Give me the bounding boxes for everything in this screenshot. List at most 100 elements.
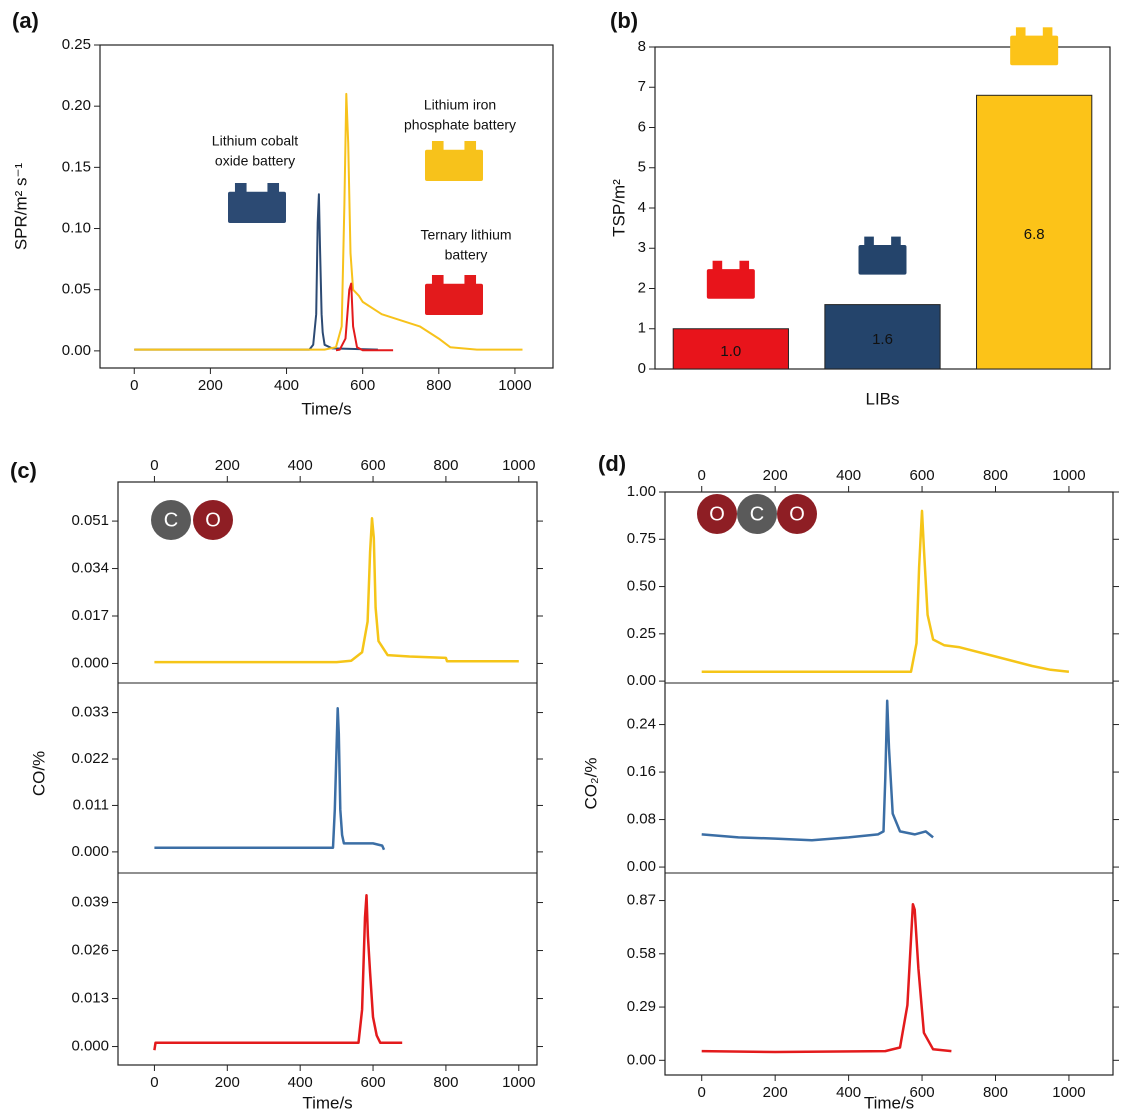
y-tick-label: 0.051 [71, 512, 109, 529]
x-tick-label: 800 [983, 467, 1008, 484]
molecule-label: O [709, 503, 725, 525]
x-tick-label: 800 [983, 1084, 1008, 1101]
y-tick-label: 0.50 [627, 578, 656, 595]
y-tick-label: 0.033 [71, 704, 109, 721]
data-line [154, 707, 386, 851]
molecule-atom [777, 494, 817, 534]
x-tick-label: 1000 [1052, 467, 1085, 484]
battery-icon [464, 275, 477, 285]
y-tick-label: 0.05 [62, 281, 91, 298]
panel-label: (d) [598, 451, 626, 476]
x-tick-label: 0 [150, 1074, 158, 1091]
y-tick-label: 0.000 [71, 654, 109, 671]
x-tick-label: 800 [426, 377, 451, 394]
y-tick-label: 0.20 [62, 97, 91, 114]
y-tick-label: 0.034 [71, 560, 109, 577]
x-tick-label: 600 [361, 457, 386, 474]
y-axis-label: CO/% [29, 751, 48, 796]
x-tick-label: 1000 [502, 1074, 535, 1091]
series-annotation: oxide battery [215, 153, 295, 169]
x-tick-label: 200 [215, 457, 240, 474]
x-tick-label: 0 [698, 467, 706, 484]
y-tick-label: 1.00 [627, 483, 656, 500]
y-tick-label: 0.026 [71, 942, 109, 959]
molecule-label: O [789, 503, 805, 525]
x-axis-label: LIBs [865, 389, 899, 408]
value-label: 1.6 [872, 331, 893, 348]
y-tick-label: 0.00 [627, 1051, 656, 1068]
molecule-label: O [205, 509, 221, 531]
x-tick-label: 200 [198, 377, 223, 394]
y-tick-label: 0.25 [62, 36, 91, 53]
x-tick-label: 600 [910, 1084, 935, 1101]
x-tick-label: 0 [150, 457, 158, 474]
y-tick-label: 0.00 [62, 342, 91, 359]
x-tick-label: 600 [350, 377, 375, 394]
molecule-atom [193, 500, 233, 540]
x-axis-label: Time/s [302, 1093, 352, 1112]
y-tick-label: 0.87 [627, 892, 656, 909]
data-line [134, 92, 523, 351]
battery-icon [864, 236, 874, 247]
data-line [701, 509, 1070, 673]
y-axis-label: CO₂/% [581, 758, 600, 810]
y-tick-label: 0.00 [627, 858, 656, 875]
series-annotation: phosphate battery [404, 117, 516, 133]
y-axis-label: SPR/m² s⁻¹ [11, 162, 30, 250]
y-tick-label: 0.039 [71, 894, 109, 911]
series-annotation: Lithium cobalt [212, 133, 298, 149]
y-tick-label: 0.00 [627, 672, 656, 689]
battery-icon [1010, 35, 1059, 66]
x-tick-label: 400 [836, 467, 861, 484]
data-line [153, 893, 403, 1051]
panel-label: (c) [10, 458, 37, 483]
molecule-label: C [164, 509, 178, 531]
x-tick-label: 400 [274, 377, 299, 394]
plot-frame [99, 44, 554, 369]
battery-icon [267, 183, 280, 193]
molecule-atom [697, 494, 737, 534]
x-tick-label: 200 [763, 467, 788, 484]
battery-icon [425, 149, 483, 181]
battery-icon [712, 260, 723, 271]
x-tick-label: 800 [433, 457, 458, 474]
y-tick-label: 0.000 [71, 843, 109, 860]
x-axis-label: Time/s [301, 399, 351, 418]
y-tick-label: 0.24 [627, 716, 656, 733]
value-label: 6.8 [1024, 226, 1045, 243]
battery-icon [464, 141, 477, 151]
y-tick-label: 4 [638, 199, 646, 216]
y-tick-label: 0.10 [62, 219, 91, 236]
y-tick-label: 3 [638, 239, 646, 256]
y-tick-label: 7 [638, 78, 646, 95]
battery-icon [431, 275, 444, 285]
molecule-atom [737, 494, 777, 534]
y-tick-label: 0.011 [73, 796, 109, 813]
y-tick-label: 0 [638, 360, 646, 377]
x-tick-label: 400 [288, 457, 313, 474]
y-tick-label: 0.29 [627, 998, 656, 1015]
molecule-label: C [750, 503, 764, 525]
y-tick-label: 0.16 [627, 763, 656, 780]
battery-icon [228, 191, 286, 223]
battery-icon [858, 244, 907, 275]
x-axis-label: Time/s [864, 1093, 914, 1112]
battery-icon [706, 269, 755, 299]
series-annotation: battery [445, 247, 488, 263]
battery-icon [1015, 27, 1026, 37]
y-tick-label: 6 [638, 118, 646, 135]
x-tick-label: 200 [763, 1084, 788, 1101]
x-tick-label: 800 [433, 1074, 458, 1091]
y-tick-label: 2 [638, 279, 646, 296]
data-line [154, 517, 519, 664]
panel-label: (a) [12, 8, 39, 33]
battery-icon [425, 283, 483, 315]
y-tick-label: 0.013 [71, 990, 109, 1007]
battery-icon [1042, 27, 1053, 37]
y-axis-label: TSP/m² [609, 179, 628, 237]
y-tick-label: 0.08 [627, 811, 656, 828]
panel-label: (b) [610, 8, 638, 33]
x-tick-label: 200 [215, 1074, 240, 1091]
x-tick-label: 1000 [502, 457, 535, 474]
